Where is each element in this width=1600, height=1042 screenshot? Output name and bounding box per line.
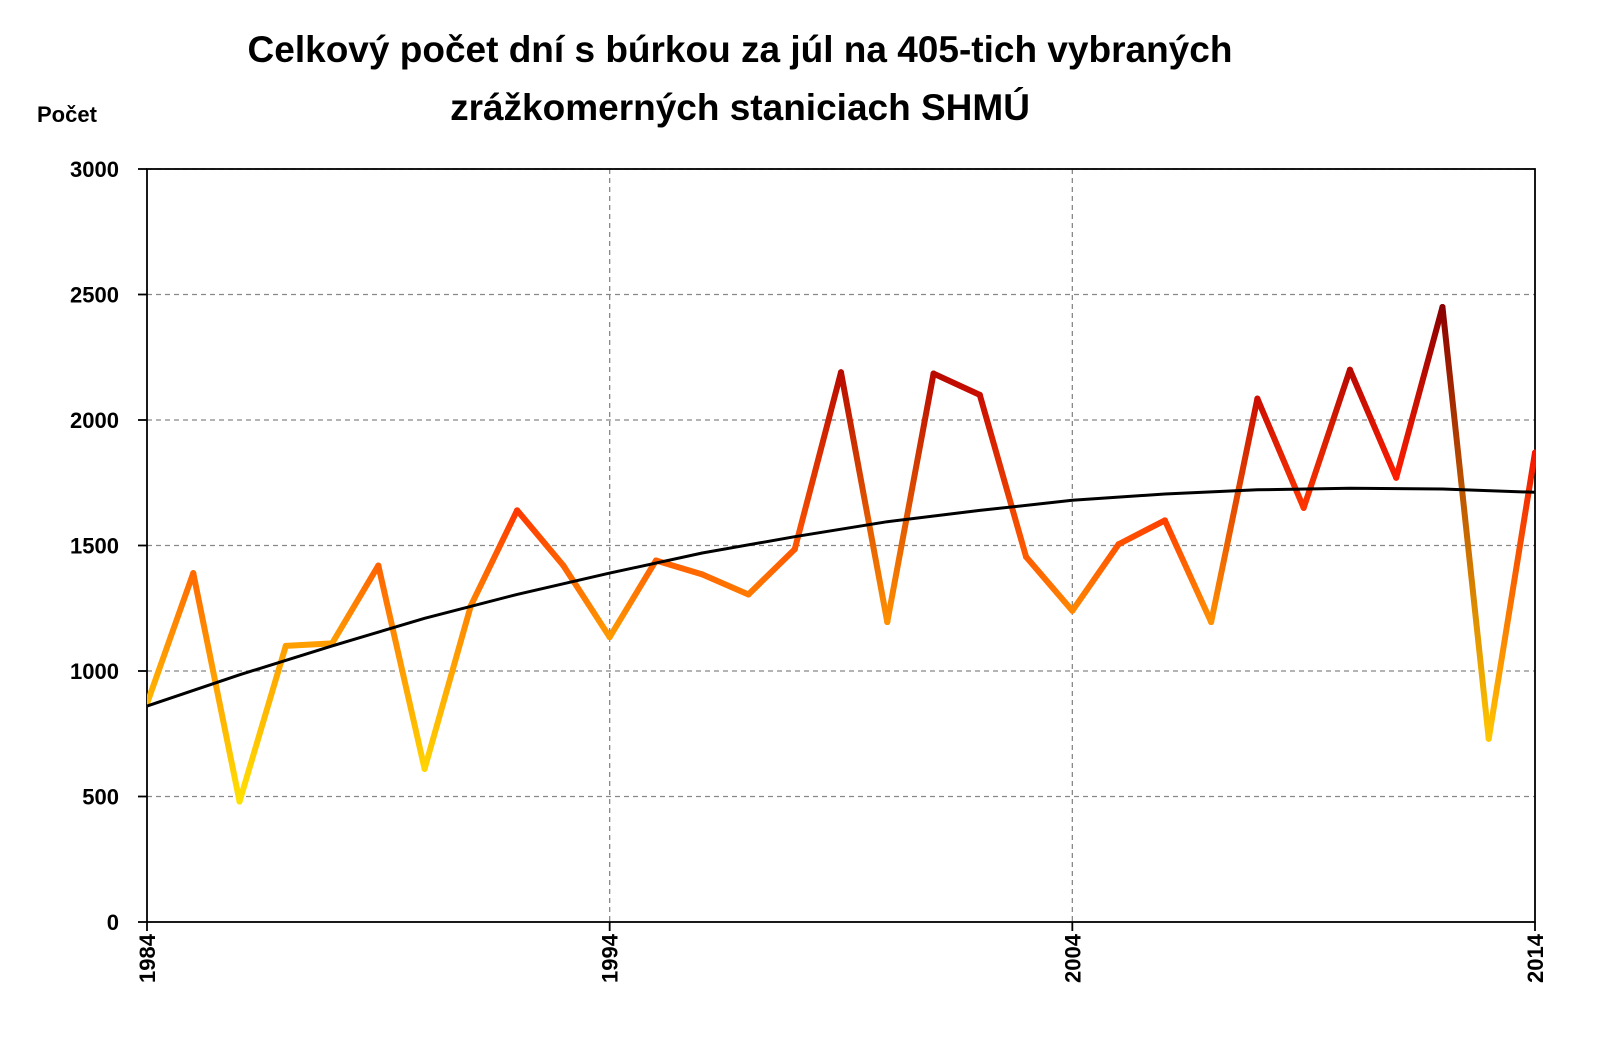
y-tick-label-1500: 1500 (70, 534, 119, 559)
y-tick-labels: 0 500 1000 1500 2000 2500 3000 (70, 157, 119, 935)
chart-title-line-2: zrážkomerných staniciach SHMÚ (450, 86, 1030, 128)
series-segment-2009-2010 (1300, 366, 1353, 511)
data-point-2009 (1300, 504, 1307, 511)
y-tick-label-500: 500 (82, 785, 119, 810)
data-point-2010 (1346, 366, 1353, 373)
series-segment-1984-1985 (147, 570, 197, 707)
data-point-2003 (1023, 553, 1030, 560)
data-point-1993 (560, 562, 567, 569)
series-segment-1990-1991 (421, 602, 474, 772)
y-tick-label-0: 0 (107, 910, 119, 935)
series-segment-2006-2007 (1161, 517, 1215, 626)
data-point-1994 (606, 634, 613, 641)
data-point-1986 (236, 798, 243, 805)
data-point-2002 (976, 391, 983, 398)
data-point-2006 (1161, 517, 1168, 524)
series-segments (147, 304, 1536, 805)
data-point-2012 (1439, 304, 1446, 311)
data-point-2008 (1254, 395, 1261, 402)
data-series (147, 304, 1536, 805)
data-point-2013 (1485, 735, 1492, 742)
series-segment-1985-1986 (190, 570, 243, 805)
series-segment-1987-1988 (282, 640, 336, 649)
series-segment-1988-1989 (329, 562, 382, 647)
series-segment-1989-1990 (375, 562, 428, 772)
series-segment-2000-2001 (884, 370, 937, 626)
series-segment-2003-2004 (1023, 553, 1076, 614)
chart-title-line-1: Celkový počet dní s búrkou za júl na 405… (248, 29, 1233, 70)
data-point-1997 (745, 591, 752, 598)
data-point-2004 (1069, 607, 1076, 614)
data-point-1998 (791, 546, 798, 553)
plot-frame (146, 168, 1536, 923)
data-point-2014 (1532, 449, 1536, 456)
series-segment-1992-1993 (514, 507, 567, 569)
series-segment-2002-2003 (976, 391, 1030, 560)
series-segment-2005-2006 (1115, 517, 1168, 548)
data-point-1999 (838, 369, 844, 376)
series-segment-2012-2013 (1439, 304, 1492, 742)
series-segment-2008-2009 (1254, 395, 1307, 511)
data-point-1985 (190, 570, 197, 577)
series-segment-1997-1998 (745, 546, 798, 598)
series-segment-1993-1994 (560, 562, 613, 641)
data-point-1989 (375, 562, 382, 569)
x-tick-label-1994: 1994 (598, 933, 623, 983)
trend-series (146, 486, 1536, 708)
series-segment-2001-2002 (930, 370, 983, 398)
data-point-1987 (282, 642, 289, 649)
axes (138, 168, 1536, 931)
data-point-1992 (514, 507, 521, 514)
series-segment-1999-2000 (838, 369, 891, 626)
series-segment-2007-2008 (1208, 395, 1261, 626)
data-point-2005 (1115, 541, 1122, 548)
series-segment-2010-2011 (1346, 366, 1400, 481)
trend-line (146, 486, 1536, 708)
data-point-2001 (930, 370, 937, 377)
series-segment-1986-1987 (236, 642, 289, 805)
series-segment-1996-1997 (699, 571, 752, 598)
series-segment-2004-2005 (1069, 541, 1122, 614)
series-segment-2013-2014 (1485, 449, 1536, 742)
x-tick-labels: 1984 1994 2004 2014 (135, 933, 1548, 983)
x-tick-label-1984: 1984 (135, 933, 160, 983)
data-point-2000 (884, 619, 891, 626)
series-segment-1994-1995 (606, 557, 659, 641)
y-tick-label-3000: 3000 (70, 157, 119, 182)
series-segment-1991-1992 (467, 507, 521, 609)
y-tick-label-2000: 2000 (70, 408, 119, 433)
data-point-1990 (421, 765, 428, 772)
grid (147, 168, 1535, 922)
data-point-2007 (1208, 619, 1215, 626)
x-tick-label-2004: 2004 (1060, 933, 1085, 983)
y-tick-label-1000: 1000 (70, 659, 119, 684)
y-axis-label: Počet (37, 102, 98, 127)
series-segment-1998-1999 (791, 369, 844, 553)
data-point-1996 (699, 571, 706, 578)
x-tick-label-2014: 2014 (1523, 933, 1548, 983)
chart-title: Celkový počet dní s búrkou za júl na 405… (248, 29, 1233, 128)
y-tick-label-2500: 2500 (70, 283, 119, 308)
series-segment-2011-2012 (1393, 304, 1446, 481)
data-point-2011 (1393, 474, 1400, 481)
